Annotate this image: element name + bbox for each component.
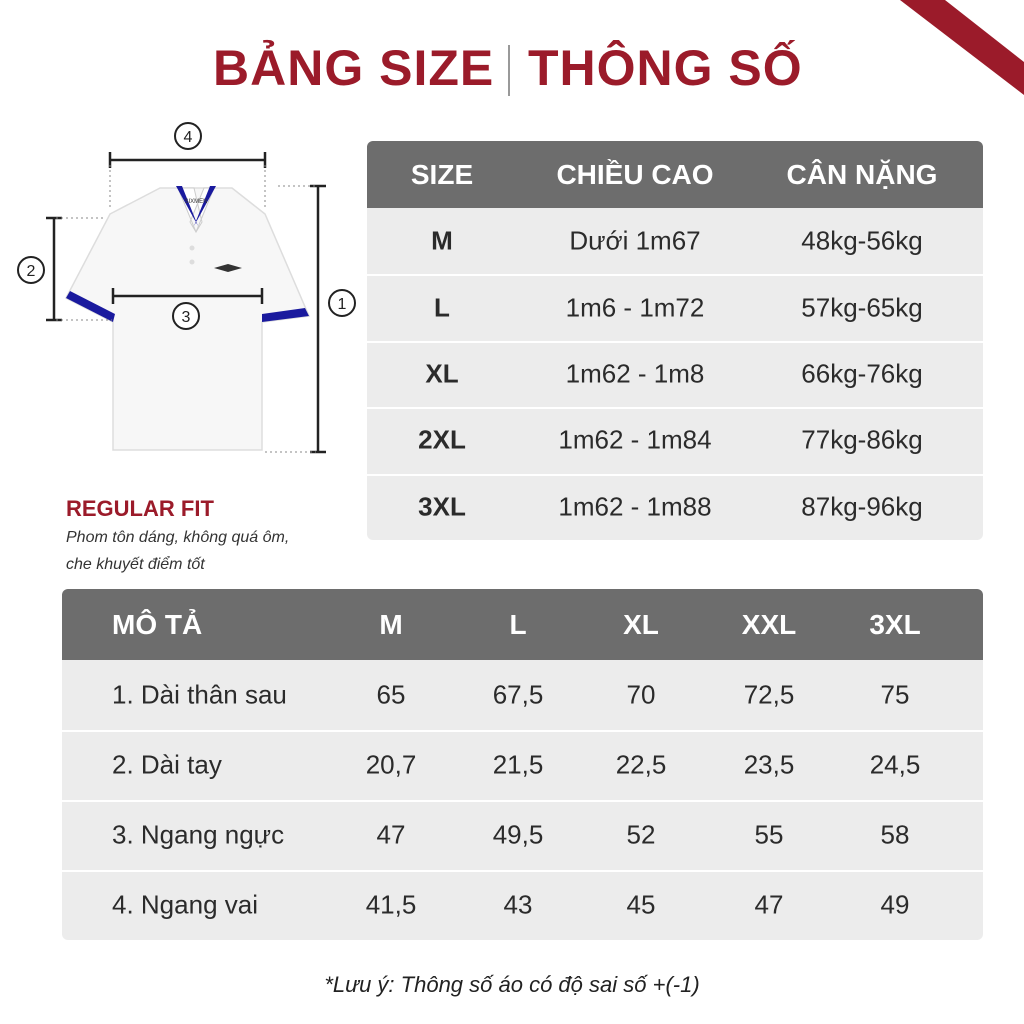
column-header: M xyxy=(379,608,403,640)
table-header xyxy=(62,589,983,660)
table-cell: 47 xyxy=(376,819,406,850)
table-row xyxy=(62,660,983,730)
marker-circle xyxy=(174,122,202,150)
fit-description: Phom tôn dáng, không quá ôm, xyxy=(66,529,290,546)
table-cell: 20,7 xyxy=(365,749,417,780)
column-header: XXL xyxy=(741,608,797,640)
table-cell: L xyxy=(434,292,450,323)
table-row xyxy=(367,340,983,408)
table-cell: 72,5 xyxy=(743,679,795,710)
marker-circle xyxy=(328,289,356,317)
marker-circle xyxy=(17,256,45,284)
note: *Lưu ý: Thông số áo có độ sai số +(-1) xyxy=(324,972,700,997)
table-cell: 87kg-96kg xyxy=(801,491,923,522)
column-header: XL xyxy=(623,608,659,640)
corner-stripe xyxy=(900,0,1024,95)
column-header: MÔ TẢ xyxy=(112,608,203,640)
table-row xyxy=(367,473,983,540)
table-cell: 41,5 xyxy=(365,889,417,920)
table-cell: 4. Ngang vai xyxy=(112,889,258,920)
table-cell: 3. Ngang ngực xyxy=(112,819,285,850)
table-cell: 1m62 - 1m88 xyxy=(558,491,712,522)
table-cell: 1m62 - 1m84 xyxy=(558,424,712,455)
dimension-lines xyxy=(46,152,326,454)
brand: SIXMEN xyxy=(184,199,207,205)
table-cell: 75 xyxy=(880,679,910,710)
table-cell: Dưới 1m67 xyxy=(569,225,701,256)
table-cell: 45 xyxy=(626,889,656,920)
column-header: L xyxy=(509,608,527,640)
column-header: CHIỀU CAO xyxy=(556,158,714,190)
table-cell: 49 xyxy=(880,889,910,920)
title-right: THÔNG SỐ xyxy=(528,40,803,96)
table-cell: 1m62 - 1m8 xyxy=(565,358,705,389)
fit-title: REGULAR FIT xyxy=(66,496,214,521)
marker-label: 3 xyxy=(182,309,191,326)
table-cell: 47 xyxy=(754,889,784,920)
decoration: 1 2 3 4 SIXMEN xyxy=(17,0,1024,454)
table-header xyxy=(367,141,983,208)
table-cell: 24,5 xyxy=(869,749,921,780)
table-cell: 49,5 xyxy=(492,819,544,850)
guide-lines xyxy=(56,165,316,453)
table-row xyxy=(367,274,983,341)
table-row xyxy=(367,407,983,474)
table-cell: 58 xyxy=(880,819,910,850)
table-cell: XL xyxy=(425,358,459,389)
fit-description: che khuyết điểm tốt xyxy=(66,556,205,573)
table-cell: 1m6 - 1m72 xyxy=(565,292,705,323)
table-row xyxy=(62,870,983,940)
table-cell: 57kg-65kg xyxy=(801,292,923,323)
marker-circle xyxy=(172,302,200,330)
table-row xyxy=(62,800,983,870)
column-header: CÂN NẶNG xyxy=(786,158,938,190)
table-cell: 67,5 xyxy=(492,679,544,710)
table-cell: 66kg-76kg xyxy=(801,358,923,389)
table-cell: 65 xyxy=(376,679,406,710)
table-cell: 23,5 xyxy=(743,749,795,780)
marker-label: 4 xyxy=(184,129,193,146)
table-cell: 21,5 xyxy=(492,749,544,780)
table-cell: 2XL xyxy=(418,424,466,455)
marker-label: 2 xyxy=(27,263,36,280)
table-cell: 70 xyxy=(626,679,656,710)
table-row xyxy=(62,730,983,800)
table-cell: 77kg-86kg xyxy=(801,424,923,455)
table-cell: 55 xyxy=(754,819,784,850)
table-cell: 3XL xyxy=(418,491,466,522)
table-row xyxy=(367,208,983,275)
table-cell: 1. Dài thân sau xyxy=(112,679,287,710)
table-cell: 48kg-56kg xyxy=(801,225,923,256)
table-cell: M xyxy=(431,225,453,256)
table-cell: 52 xyxy=(626,819,656,850)
table-cell: 2. Dài tay xyxy=(112,749,222,780)
markers: 1 2 3 4 xyxy=(17,122,356,330)
table-cell: 43 xyxy=(503,889,533,920)
table-cell: 22,5 xyxy=(615,749,667,780)
column-header: 3XL xyxy=(869,608,921,640)
marker-label: 1 xyxy=(338,296,347,313)
column-header: SIZE xyxy=(410,158,474,190)
title-left: BẢNG SIZE xyxy=(213,40,495,96)
